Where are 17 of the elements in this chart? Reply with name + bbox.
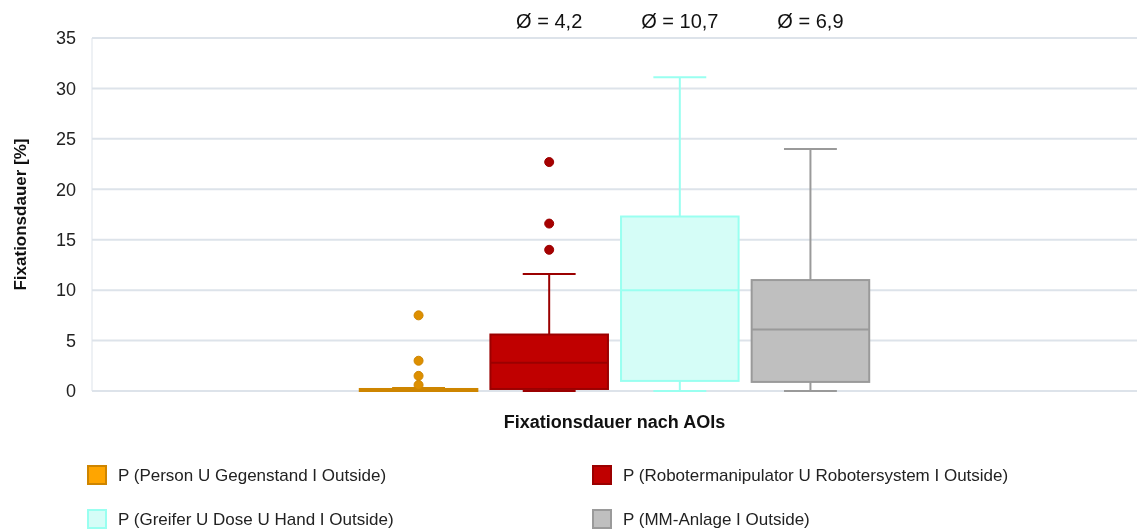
y-tick-label: 5 — [65, 330, 76, 351]
x-axis-title: Fixationsdauer nach AOIs — [503, 412, 726, 432]
legend-label: P (Greifer U Dose U Hand I Outside) — [118, 509, 394, 529]
legend-label: P (MM-Anlage I Outside) — [623, 509, 810, 529]
y-tick-label: 0 — [65, 381, 76, 402]
y-axis-title: Fixationsdauer [%] — [11, 138, 30, 291]
y-tick-label: 30 — [55, 78, 76, 99]
y-tick-label: 25 — [55, 129, 76, 150]
legend-label: P (Person U Gegenstand I Outside) — [118, 465, 387, 485]
text: Ø = 10,7 — [641, 10, 719, 32]
y-tick-label: 35 — [55, 28, 76, 49]
legend-label: P (Robotermanipulator U Robotersystem I Outside) — [623, 465, 1009, 485]
y-tick-label: 10 — [55, 280, 76, 301]
text: Ø = 4,2 — [516, 10, 583, 32]
y-tick-label: 15 — [55, 230, 76, 251]
text: Ø = 6,9 — [777, 10, 844, 32]
y-tick-label: 20 — [55, 179, 76, 200]
